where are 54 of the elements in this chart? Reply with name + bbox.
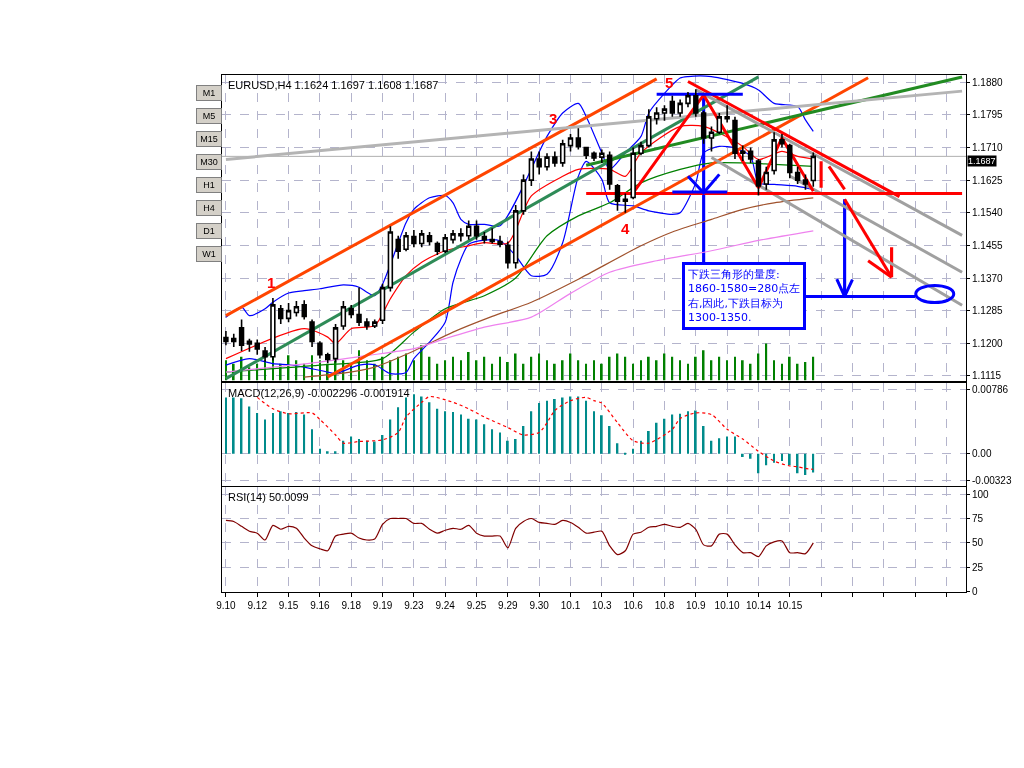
y-tick-label: 0.00786: [972, 384, 1009, 396]
y-tick-label: 0.00: [972, 448, 992, 460]
annotation: 4: [621, 220, 630, 237]
y-tick-label: -0.00323: [972, 474, 1012, 486]
x-tick-label: 10.14: [745, 599, 772, 611]
y-tick-label: 1.1370: [972, 272, 1004, 284]
chart-title: MACD(12,26,9) -0.002296 -0.001914: [228, 387, 410, 399]
x-tick-label: 9.29: [498, 599, 519, 611]
y-tick-label: 50: [972, 537, 984, 549]
y-tick-label: 75: [972, 513, 984, 525]
x-tick-label: 9.16: [310, 599, 331, 611]
y-tick-label: 1.1540: [972, 207, 1004, 219]
text: M15: [200, 134, 218, 144]
x-tick-label: 9.25: [466, 599, 487, 611]
text: W1: [202, 249, 216, 259]
annotation: 3: [549, 110, 558, 127]
x-tick-label: 10.3: [592, 599, 612, 611]
y-tick-label: 0: [972, 586, 978, 598]
y-tick-label: 25: [972, 561, 984, 573]
x-tick-label: 10.8: [654, 599, 675, 611]
y-tick-label: 1.1710: [972, 142, 1004, 154]
annotation: 1: [267, 274, 276, 291]
annotation: 下跌三角形的量度:1860-1580=280点左右,因此,下跌目标为1300-1350.: [688, 268, 801, 324]
chart-title: EURUSD,H4 1.1624 1.1697 1.1608 1.1687: [228, 79, 439, 91]
x-tick-label: 10.1: [560, 599, 581, 611]
x-tick-label: 9.23: [404, 599, 425, 611]
x-tick-label: 9.12: [247, 599, 268, 611]
x-tick-label: 10.10: [714, 599, 741, 611]
ref-line-label: 1.1687: [968, 156, 996, 166]
x-tick-label: 9.30: [529, 599, 550, 611]
x-tick-label: 10.6: [623, 599, 644, 611]
y-tick-label: 100: [972, 488, 990, 500]
y-tick-label: 1.1625: [972, 174, 1004, 186]
text: H4: [203, 203, 215, 213]
text: D1: [203, 226, 215, 236]
x-tick-label: 9.18: [341, 599, 362, 611]
x-tick-label: 10.15: [777, 599, 803, 611]
text: M1: [202, 88, 216, 98]
y-tick-label: 1.1285: [972, 305, 1004, 317]
y-tick-label: 1.1455: [972, 239, 1004, 251]
y-tick-label: 1.1200: [972, 337, 1004, 349]
x-tick-label: 9.15: [278, 599, 299, 611]
annotation: 5: [665, 74, 674, 91]
y-tick-label: 1.1795: [972, 109, 1004, 121]
y-tick-label: 1.1880: [972, 76, 1004, 88]
x-tick-label: 10.9: [686, 599, 706, 611]
x-tick-label: 9.10: [216, 599, 237, 611]
text: M5: [202, 111, 216, 121]
y-tick-label: 1.1115: [972, 370, 1002, 382]
text: M30: [200, 157, 218, 167]
text: H1: [203, 180, 215, 190]
x-tick-label: 9.19: [372, 599, 393, 611]
chart-title: RSI(14) 50.0099: [228, 491, 309, 503]
x-tick-label: 9.24: [435, 599, 456, 611]
